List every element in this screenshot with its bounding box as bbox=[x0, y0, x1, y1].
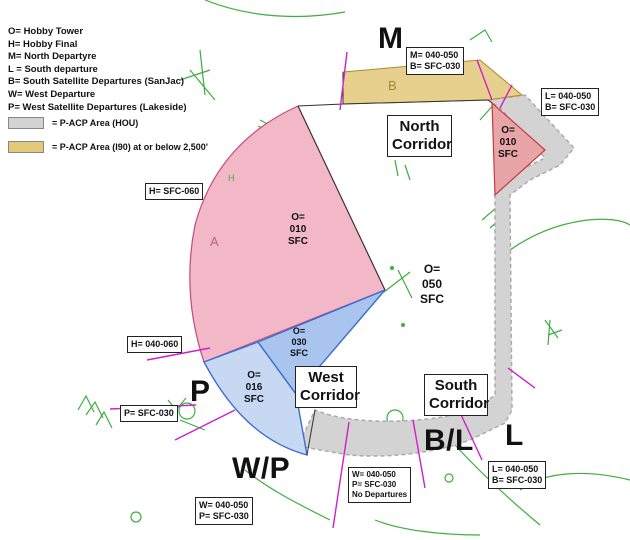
legend-line: B= South Satellite Departures (SanJac) bbox=[8, 76, 185, 88]
map-letter-h: H bbox=[228, 173, 235, 183]
legend-i90-area: = P-ACP Area (I90) at or below 2,500' bbox=[8, 141, 208, 153]
legend: O= Hobby Tower H= Hobby Final M= North D… bbox=[8, 26, 187, 114]
alt-box-h-040: H= 040-060 bbox=[127, 336, 183, 353]
landmark-circle bbox=[130, 511, 142, 523]
alt-box-l-ne: L= 040-050 B= SFC-030 bbox=[541, 88, 600, 116]
legend-line: H= Hobby Final bbox=[8, 38, 78, 50]
alt-box-h-060: H= SFC-060 bbox=[145, 183, 204, 200]
map-letter-a: A bbox=[210, 234, 219, 249]
sector-o-030: O= 030 SFC bbox=[290, 326, 308, 358]
map-letter-b: B bbox=[388, 78, 397, 93]
sector-o-010-main: O= 010 SFC bbox=[288, 212, 308, 247]
west-inner-sector bbox=[256, 289, 386, 396]
alt-box-m: M= 040-050 B= SFC-030 bbox=[406, 47, 465, 75]
legend-line: L = South departure bbox=[8, 63, 98, 75]
west-corridor-label: West Corridor bbox=[295, 366, 360, 408]
sector-o-050: O= 050 SFC bbox=[420, 262, 444, 306]
alt-box-wp: W= 040-050 P= SFC-030 bbox=[195, 497, 253, 525]
class-d-outline bbox=[297, 72, 493, 456]
legend-line: W= West Departure bbox=[8, 88, 96, 100]
sector-o-016: O= 016 SFC bbox=[244, 370, 264, 405]
hobby-tower-north-sector bbox=[491, 101, 546, 197]
sector-o-010-ne: O= 010 SFC bbox=[498, 125, 518, 160]
north-corridor-label: North Corridor bbox=[387, 115, 452, 157]
landmark-dot-2 bbox=[401, 323, 405, 327]
legend-line: O= Hobby Tower bbox=[8, 26, 84, 37]
alt-box-l-south: L= 040-050 B= SFC-030 bbox=[488, 461, 547, 489]
label-wp: W/P bbox=[232, 452, 291, 485]
helipad-h-marker-west bbox=[178, 402, 196, 420]
hou-area-label: = P-ACP Area (HOU) bbox=[52, 118, 139, 128]
south-corridor-label: South Corridor bbox=[424, 374, 489, 416]
i90-area-label: = P-ACP Area (I90) at or below 2,500' bbox=[52, 142, 208, 152]
i90-area-swatch bbox=[8, 141, 44, 153]
hou-area-swatch bbox=[8, 117, 44, 129]
landmark-circle-south bbox=[444, 473, 454, 483]
label-m: M bbox=[378, 22, 404, 55]
hobby-final-sector bbox=[189, 105, 386, 363]
landmark-dot bbox=[390, 266, 394, 270]
legend-line: P= West Satellite Departures (Lakeside) bbox=[8, 101, 187, 113]
legend-line: M= North Departyre bbox=[8, 51, 97, 63]
legend-hou-area: = P-ACP Area (HOU) bbox=[8, 117, 138, 129]
alt-box-p: P= SFC-030 bbox=[120, 405, 178, 422]
label-bl: B/L bbox=[424, 424, 474, 457]
alt-box-w-south: W= 040-050 P= SFC-030 No Departures bbox=[348, 467, 412, 503]
label-p: P bbox=[190, 375, 211, 408]
label-l: L bbox=[505, 419, 524, 452]
